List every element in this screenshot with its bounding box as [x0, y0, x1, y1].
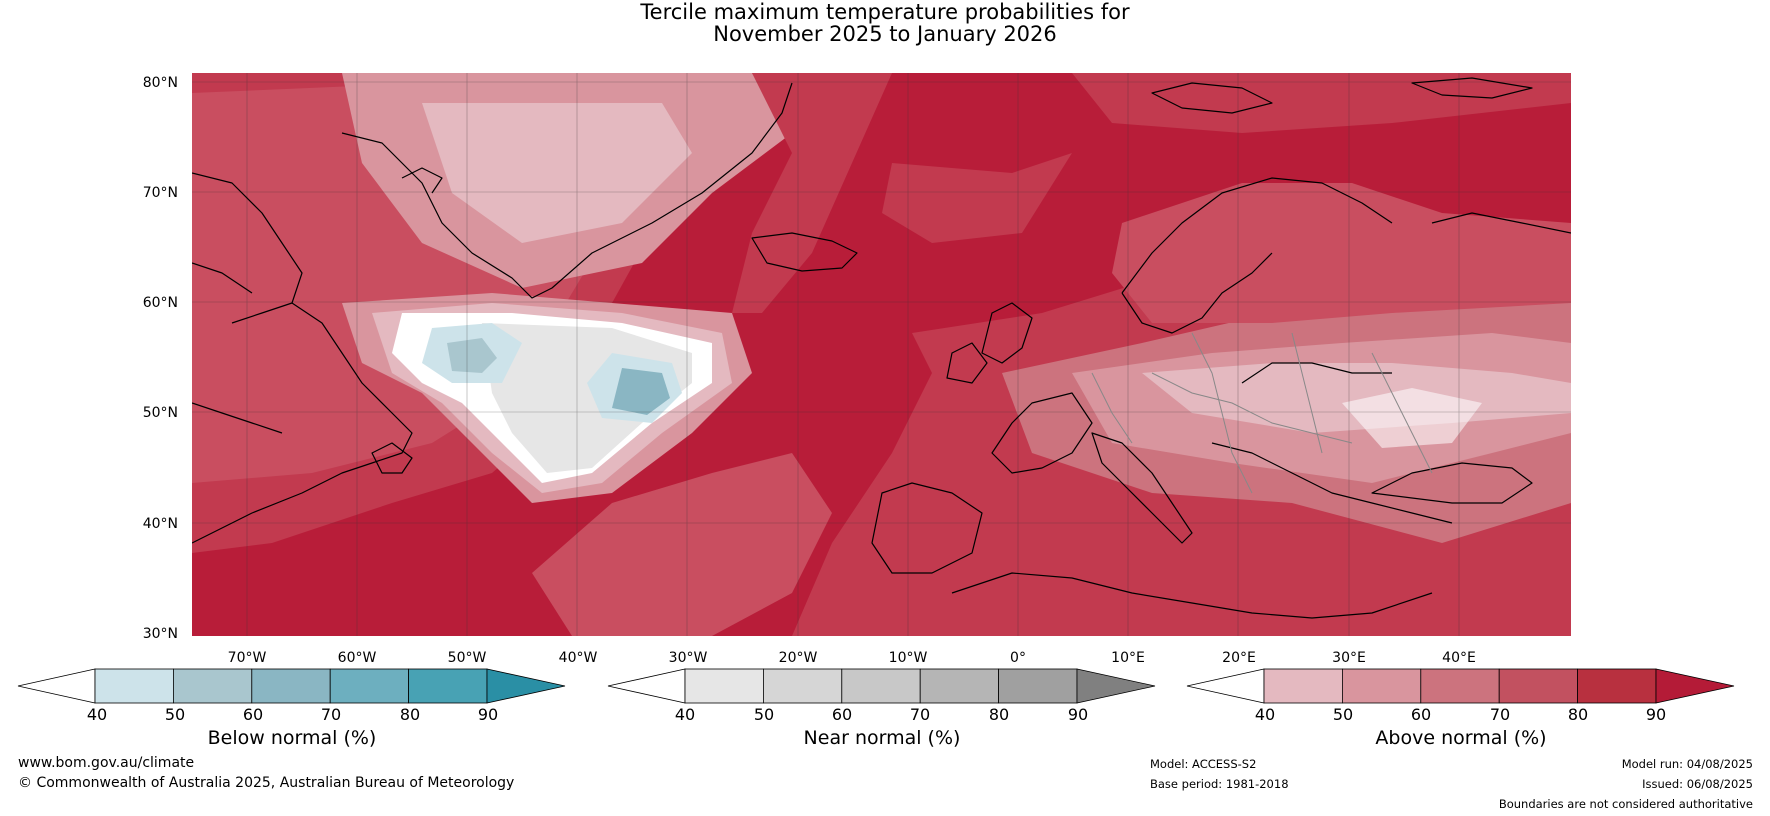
- lat-label-30n: 30°N: [142, 626, 178, 642]
- cbar-near-tick: 60: [831, 705, 853, 724]
- cbar-above-tick: 60: [1410, 705, 1432, 724]
- boundaries-disclaimer: Boundaries are not considered authoritat…: [1498, 797, 1753, 811]
- colorbar-segment: [1420, 668, 1500, 704]
- colorbar-below-normal: [17, 668, 567, 704]
- base-period: Base period: 1981-2018: [1150, 777, 1289, 791]
- colorbar-segment: [684, 668, 764, 704]
- copyright-notice: © Commonwealth of Australia 2025, Austra…: [18, 775, 515, 791]
- cbar-near-tick: 70: [909, 705, 931, 724]
- colorbar-segment: [1498, 668, 1579, 704]
- colorbar-label-near: Near normal (%): [803, 727, 961, 749]
- website-link[interactable]: www.bom.gov.au/climate: [18, 755, 195, 771]
- cbar-below-tick: 70: [320, 705, 342, 724]
- colorbar-extend-low: [607, 668, 686, 704]
- lon-label-20w: 20°W: [778, 650, 818, 666]
- lat-label-50n: 50°N: [142, 405, 178, 421]
- cbar-near-tick: 90: [1067, 705, 1089, 724]
- lat-label-40n: 40°N: [142, 516, 178, 532]
- lon-label-40w: 40°W: [558, 650, 598, 666]
- cbar-above-tick: 40: [1254, 705, 1276, 724]
- cbar-below-tick: 50: [164, 705, 186, 724]
- lon-label-20e: 20°E: [1222, 650, 1256, 666]
- lon-label-60w: 60°W: [337, 650, 377, 666]
- colorbar-segment: [94, 668, 174, 704]
- cbar-above-tick: 90: [1645, 705, 1667, 724]
- lon-label-70w: 70°W: [227, 650, 267, 666]
- colorbar-near-normal: [607, 668, 1157, 704]
- colorbar-segment: [762, 668, 843, 704]
- colorbar-segment: [998, 668, 1078, 704]
- probability-map: [192, 73, 1571, 636]
- cbar-above-tick: 70: [1489, 705, 1511, 724]
- colorbar-segment: [1263, 668, 1343, 704]
- colorbar-extend-low: [17, 668, 96, 704]
- lat-label-80n: 80°N: [142, 75, 178, 91]
- colorbar-segment: [172, 668, 253, 704]
- lon-label-50w: 50°W: [447, 650, 487, 666]
- colorbar-above-normal: [1186, 668, 1736, 704]
- colorbar-segment: [329, 668, 410, 704]
- map-title-line1: Tercile maximum temperature probabilitie…: [640, 0, 1130, 24]
- colorbar-segment: [1577, 668, 1657, 704]
- lon-label-30e: 30°E: [1332, 650, 1366, 666]
- model-run-date: Model run: 04/08/2025: [1621, 757, 1753, 771]
- colorbar-segment: [919, 668, 1000, 704]
- cbar-below-tick: 80: [399, 705, 421, 724]
- colorbar-segment: [251, 668, 331, 704]
- colorbar-segment: [1341, 668, 1422, 704]
- model-name: Model: ACCESS-S2: [1150, 757, 1257, 771]
- cbar-below-tick: 40: [86, 705, 108, 724]
- colorbar-extend-low: [1186, 668, 1265, 704]
- colorbar-extend-high: [1655, 668, 1735, 704]
- cbar-near-tick: 80: [988, 705, 1010, 724]
- cbar-below-tick: 60: [242, 705, 264, 724]
- colorbar-label-below: Below normal (%): [207, 727, 377, 749]
- lat-label-60n: 60°N: [142, 295, 178, 311]
- colorbar-segment: [841, 668, 921, 704]
- colorbar-extend-high: [486, 668, 566, 704]
- cbar-above-tick: 80: [1567, 705, 1589, 724]
- lat-label-70n: 70°N: [142, 185, 178, 201]
- cbar-near-tick: 40: [674, 705, 696, 724]
- issued-date: Issued: 06/08/2025: [1642, 777, 1753, 791]
- colorbar-extend-high: [1076, 668, 1156, 704]
- lon-label-30w: 30°W: [668, 650, 708, 666]
- lon-label-10w: 10°W: [888, 650, 928, 666]
- lon-label-40e: 40°E: [1442, 650, 1476, 666]
- lon-label-10e: 10°E: [1111, 650, 1145, 666]
- map-title-line2: November 2025 to January 2026: [713, 22, 1057, 46]
- cbar-above-tick: 50: [1332, 705, 1354, 724]
- cbar-near-tick: 50: [753, 705, 775, 724]
- cbar-below-tick: 90: [477, 705, 499, 724]
- colorbar-label-above: Above normal (%): [1375, 727, 1547, 749]
- colorbar-segment: [408, 668, 488, 704]
- lon-label-0: 0°: [1010, 650, 1026, 666]
